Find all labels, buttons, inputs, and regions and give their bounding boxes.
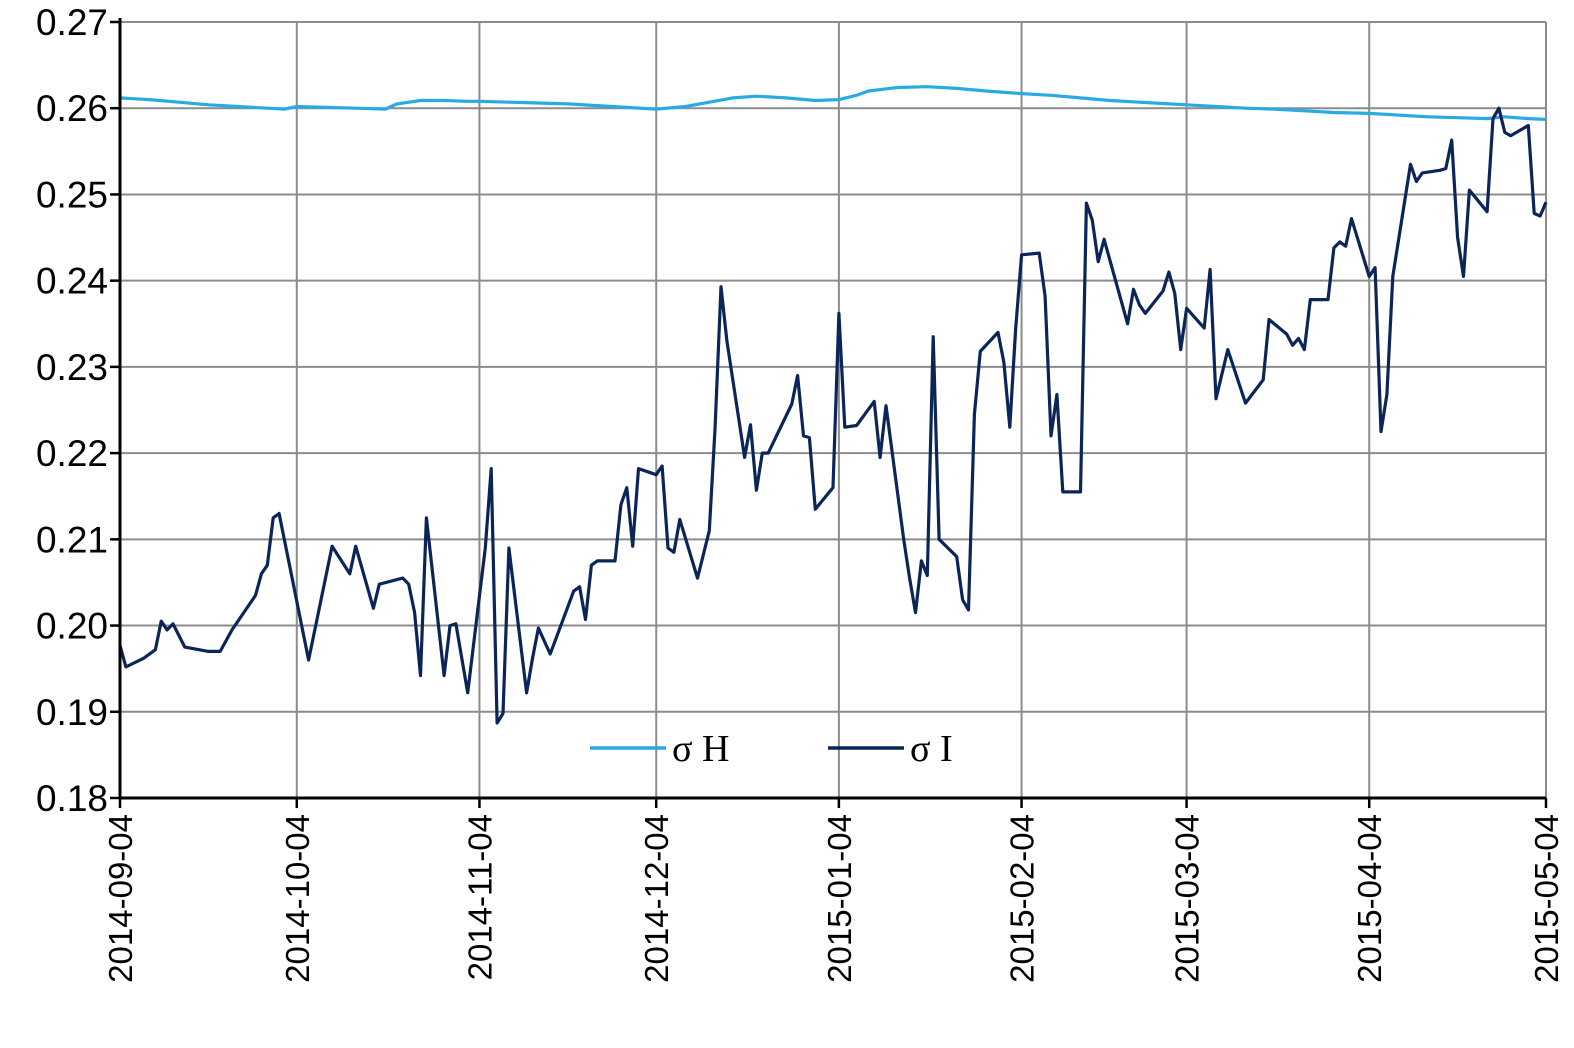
y-tick-label: 0.21 [36, 519, 108, 560]
y-tick-label: 0.23 [36, 347, 108, 388]
y-tick-label: 0.22 [36, 433, 108, 474]
series-line-sigma-h [119, 85, 1547, 121]
x-tick-label: 2015-02-04 [1004, 814, 1041, 983]
x-tick-label: 2014-10-04 [279, 814, 316, 983]
axes [118, 18, 1546, 800]
y-tick-label: 0.25 [36, 174, 108, 215]
y-tick-label: 0.24 [36, 261, 108, 302]
y-axis-ticks: 0.18 0.19 0.20 0.21 0.22 0.23 0.24 0.25 0.26 0.27 [36, 2, 120, 819]
legend-label-sigma-i: σ I [910, 728, 953, 770]
legend-label-sigma-h: σ H [672, 728, 729, 770]
x-axis-ticks: 2014-09-04 2014-10-04 2014-11-04 2014-12-04… [102, 798, 1565, 983]
y-tick-label: 0.18 [36, 778, 108, 819]
x-tick-label: 2014-11-04 [461, 814, 498, 980]
series-lines [118, 85, 1548, 725]
y-tick-label: 0.27 [36, 2, 108, 43]
x-tick-label: 2015-03-04 [1169, 814, 1206, 983]
x-tick-label: 2015-04-04 [1351, 814, 1388, 983]
y-tick-label: 0.19 [36, 692, 108, 733]
grid-lines [119, 21, 1547, 799]
y-tick-label: 0.26 [36, 88, 108, 129]
x-tick-label: 2015-01-04 [821, 814, 858, 983]
y-tick-label: 0.20 [36, 606, 108, 647]
series-line-sigma-i [118, 106, 1548, 725]
x-tick-label: 2014-12-04 [638, 814, 675, 983]
x-tick-label: 2015-05-04 [1528, 814, 1565, 983]
x-tick-label: 2014-09-04 [102, 814, 139, 983]
